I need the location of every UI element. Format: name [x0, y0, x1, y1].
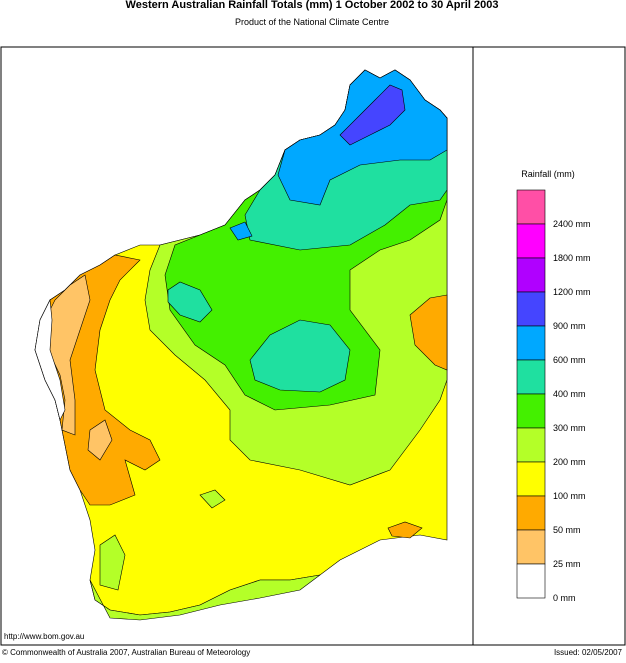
legend-swatch — [516, 393, 546, 429]
legend-swatch — [516, 461, 546, 497]
rainfall-map — [34, 69, 448, 621]
zone-25-west — [44, 274, 91, 436]
subtitle: Product of the National Climate Centre — [235, 17, 389, 27]
frame — [0, 46, 626, 646]
zone-900 — [339, 84, 406, 146]
zone-400-west — [167, 281, 213, 323]
legend-label: 300 mm — [553, 423, 586, 433]
legend-label: 50 mm — [553, 525, 581, 535]
legend-swatch — [516, 529, 546, 565]
zone-200-sw — [99, 534, 126, 591]
legend-swatch — [516, 359, 546, 395]
legend-label: 1200 mm — [553, 287, 591, 297]
zone-0-coast — [34, 298, 66, 421]
zone-200-patch — [199, 489, 226, 509]
legend-swatch — [516, 325, 546, 361]
legend-swatch — [516, 563, 546, 599]
legend-label: 2400 mm — [553, 219, 591, 229]
legend-swatch — [516, 495, 546, 531]
legend-swatch — [516, 257, 546, 293]
copyright: © Commonwealth of Australia 2007, Austra… — [2, 648, 250, 657]
issued-date: Issued: 02/05/2007 — [554, 648, 623, 657]
legend-swatch — [516, 427, 546, 463]
legend-swatch — [516, 189, 546, 225]
legend-label: 100 mm — [553, 491, 586, 501]
zone-25-south — [87, 419, 113, 461]
legend-label: 600 mm — [553, 355, 586, 365]
source-url: http://www.bom.gov.au — [4, 632, 84, 641]
legend-label: 200 mm — [553, 457, 586, 467]
legend: 2400 mm 1800 mm 1200 mm 900 mm 600 mm 400 mm 3… — [516, 189, 591, 603]
legend-label: 25 mm — [553, 559, 581, 569]
legend-label: 900 mm — [553, 321, 586, 331]
zone-200-south — [89, 574, 321, 621]
zone-600-sw — [229, 221, 253, 241]
legend-swatch — [516, 291, 546, 327]
zone-50-se — [387, 521, 423, 539]
legend-swatch — [516, 223, 546, 259]
zone-400-central — [249, 319, 351, 393]
zone-50-east — [409, 294, 448, 371]
title: Western Australian Rainfall Totals (mm) … — [126, 0, 499, 11]
legend-label: 1800 mm — [553, 253, 591, 263]
legend-label: 400 mm — [553, 389, 586, 399]
legend-title: Rainfall (mm) — [521, 169, 575, 179]
legend-label: 0 mm — [553, 593, 576, 603]
